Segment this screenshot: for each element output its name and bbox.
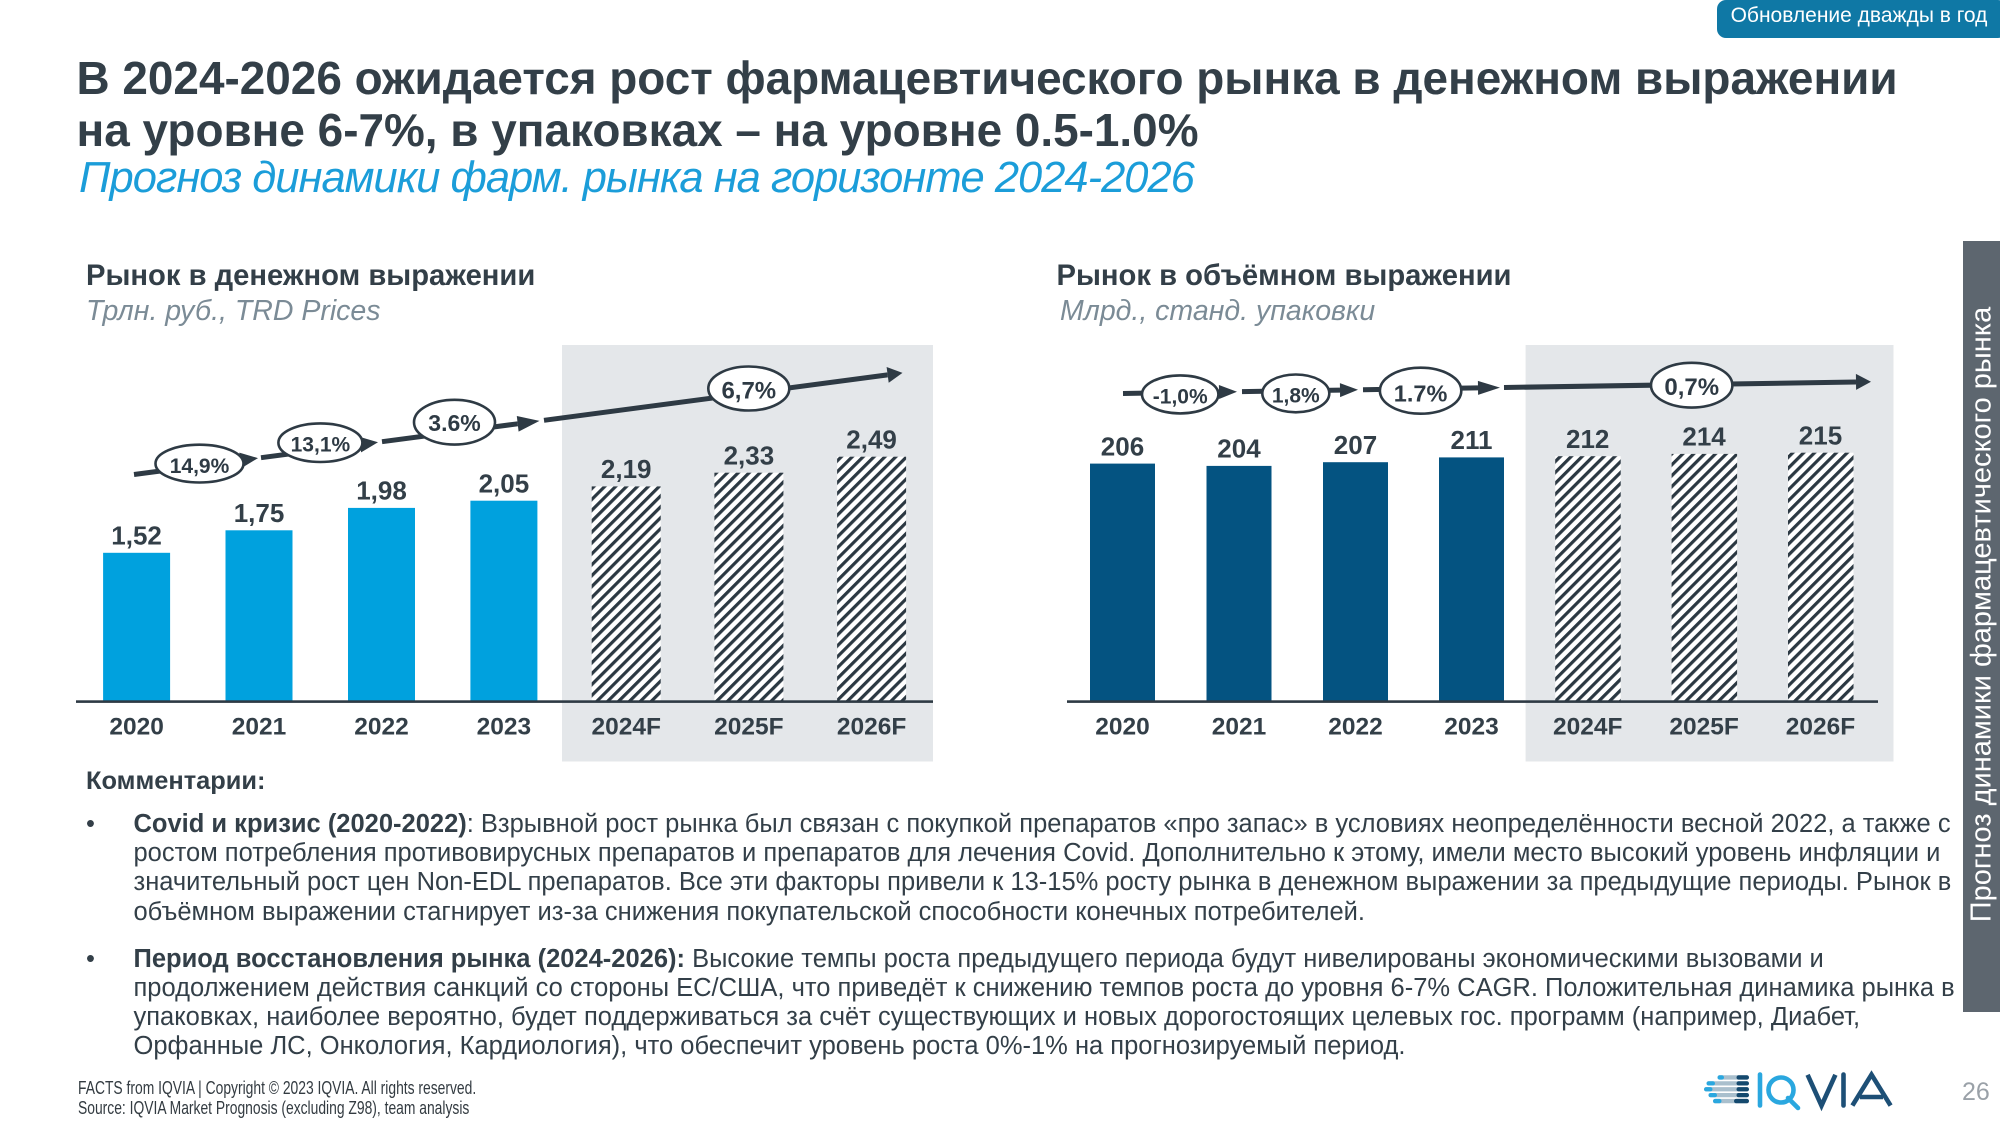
svg-text:206: 206 <box>1101 431 1144 461</box>
svg-text:212: 212 <box>1566 424 1609 454</box>
svg-text:2,49: 2,49 <box>846 424 897 454</box>
svg-text:2,19: 2,19 <box>601 454 652 484</box>
svg-text:-1,0%: -1,0% <box>1153 385 1208 408</box>
svg-text:2023: 2023 <box>1444 714 1499 741</box>
svg-text:204: 204 <box>1217 434 1261 464</box>
svg-text:6,7%: 6,7% <box>721 378 776 405</box>
svg-text:1,52: 1,52 <box>111 521 162 551</box>
svg-text:2024F: 2024F <box>1553 714 1623 741</box>
svg-text:0,7%: 0,7% <box>1664 374 1719 401</box>
svg-text:2025F: 2025F <box>1669 714 1739 741</box>
svg-text:2021: 2021 <box>232 714 287 741</box>
svg-text:2021: 2021 <box>1212 714 1267 741</box>
svg-text:2022: 2022 <box>354 714 409 741</box>
svg-text:207: 207 <box>1334 430 1377 460</box>
svg-text:2022: 2022 <box>1328 714 1383 741</box>
svg-text:2,33: 2,33 <box>724 440 775 470</box>
svg-text:215: 215 <box>1799 420 1842 450</box>
svg-text:13,1%: 13,1% <box>291 434 351 457</box>
svg-text:1,98: 1,98 <box>356 476 407 506</box>
svg-text:2025F: 2025F <box>714 714 784 741</box>
svg-text:2026F: 2026F <box>837 714 907 741</box>
svg-text:1,75: 1,75 <box>234 498 285 528</box>
svg-text:211: 211 <box>1451 425 1493 455</box>
svg-text:214: 214 <box>1682 422 1726 452</box>
svg-text:2020: 2020 <box>1095 714 1150 741</box>
svg-text:2026F: 2026F <box>1786 714 1856 741</box>
svg-text:14,9%: 14,9% <box>170 455 230 478</box>
svg-text:3.6%: 3.6% <box>428 410 480 436</box>
svg-text:2,05: 2,05 <box>479 468 530 498</box>
svg-text:2020: 2020 <box>109 714 164 741</box>
svg-text:2023: 2023 <box>477 714 532 741</box>
svg-text:1,8%: 1,8% <box>1272 384 1320 407</box>
svg-text:1.7%: 1.7% <box>1394 380 1448 406</box>
svg-text:2024F: 2024F <box>591 714 661 741</box>
